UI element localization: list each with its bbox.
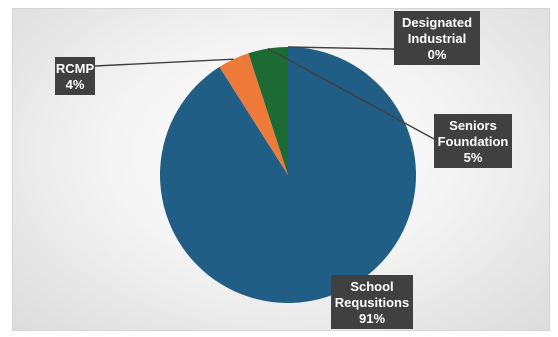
leader-line — [267, 47, 435, 140]
data-label-percent: 5% — [464, 150, 483, 165]
data-label-name: Designated — [402, 15, 472, 30]
data-label-name: School — [350, 279, 393, 294]
data-label-percent: 91% — [359, 311, 385, 326]
data-label-name: Requsitions — [335, 295, 409, 310]
data-label-box — [394, 11, 480, 65]
data-label-name: Industrial — [408, 31, 467, 46]
data-label-name: Foundation — [438, 134, 509, 149]
slice-rcmp — [219, 53, 288, 175]
data-label-name: Seniors — [449, 118, 497, 133]
data-label-box — [434, 114, 512, 168]
leader-line — [94, 58, 234, 67]
chart-area: School Requsitions 91% RCMP 4% Seniors Foundat… — [12, 8, 550, 331]
data-label-box — [55, 57, 95, 95]
data-label-name: RCMP — [56, 61, 95, 76]
data-label-percent: 0% — [428, 47, 447, 62]
slice-seniors-foundation — [248, 47, 288, 175]
leader-line — [287, 46, 395, 50]
data-label-percent: 4% — [66, 77, 85, 92]
data-label-box — [331, 275, 413, 329]
